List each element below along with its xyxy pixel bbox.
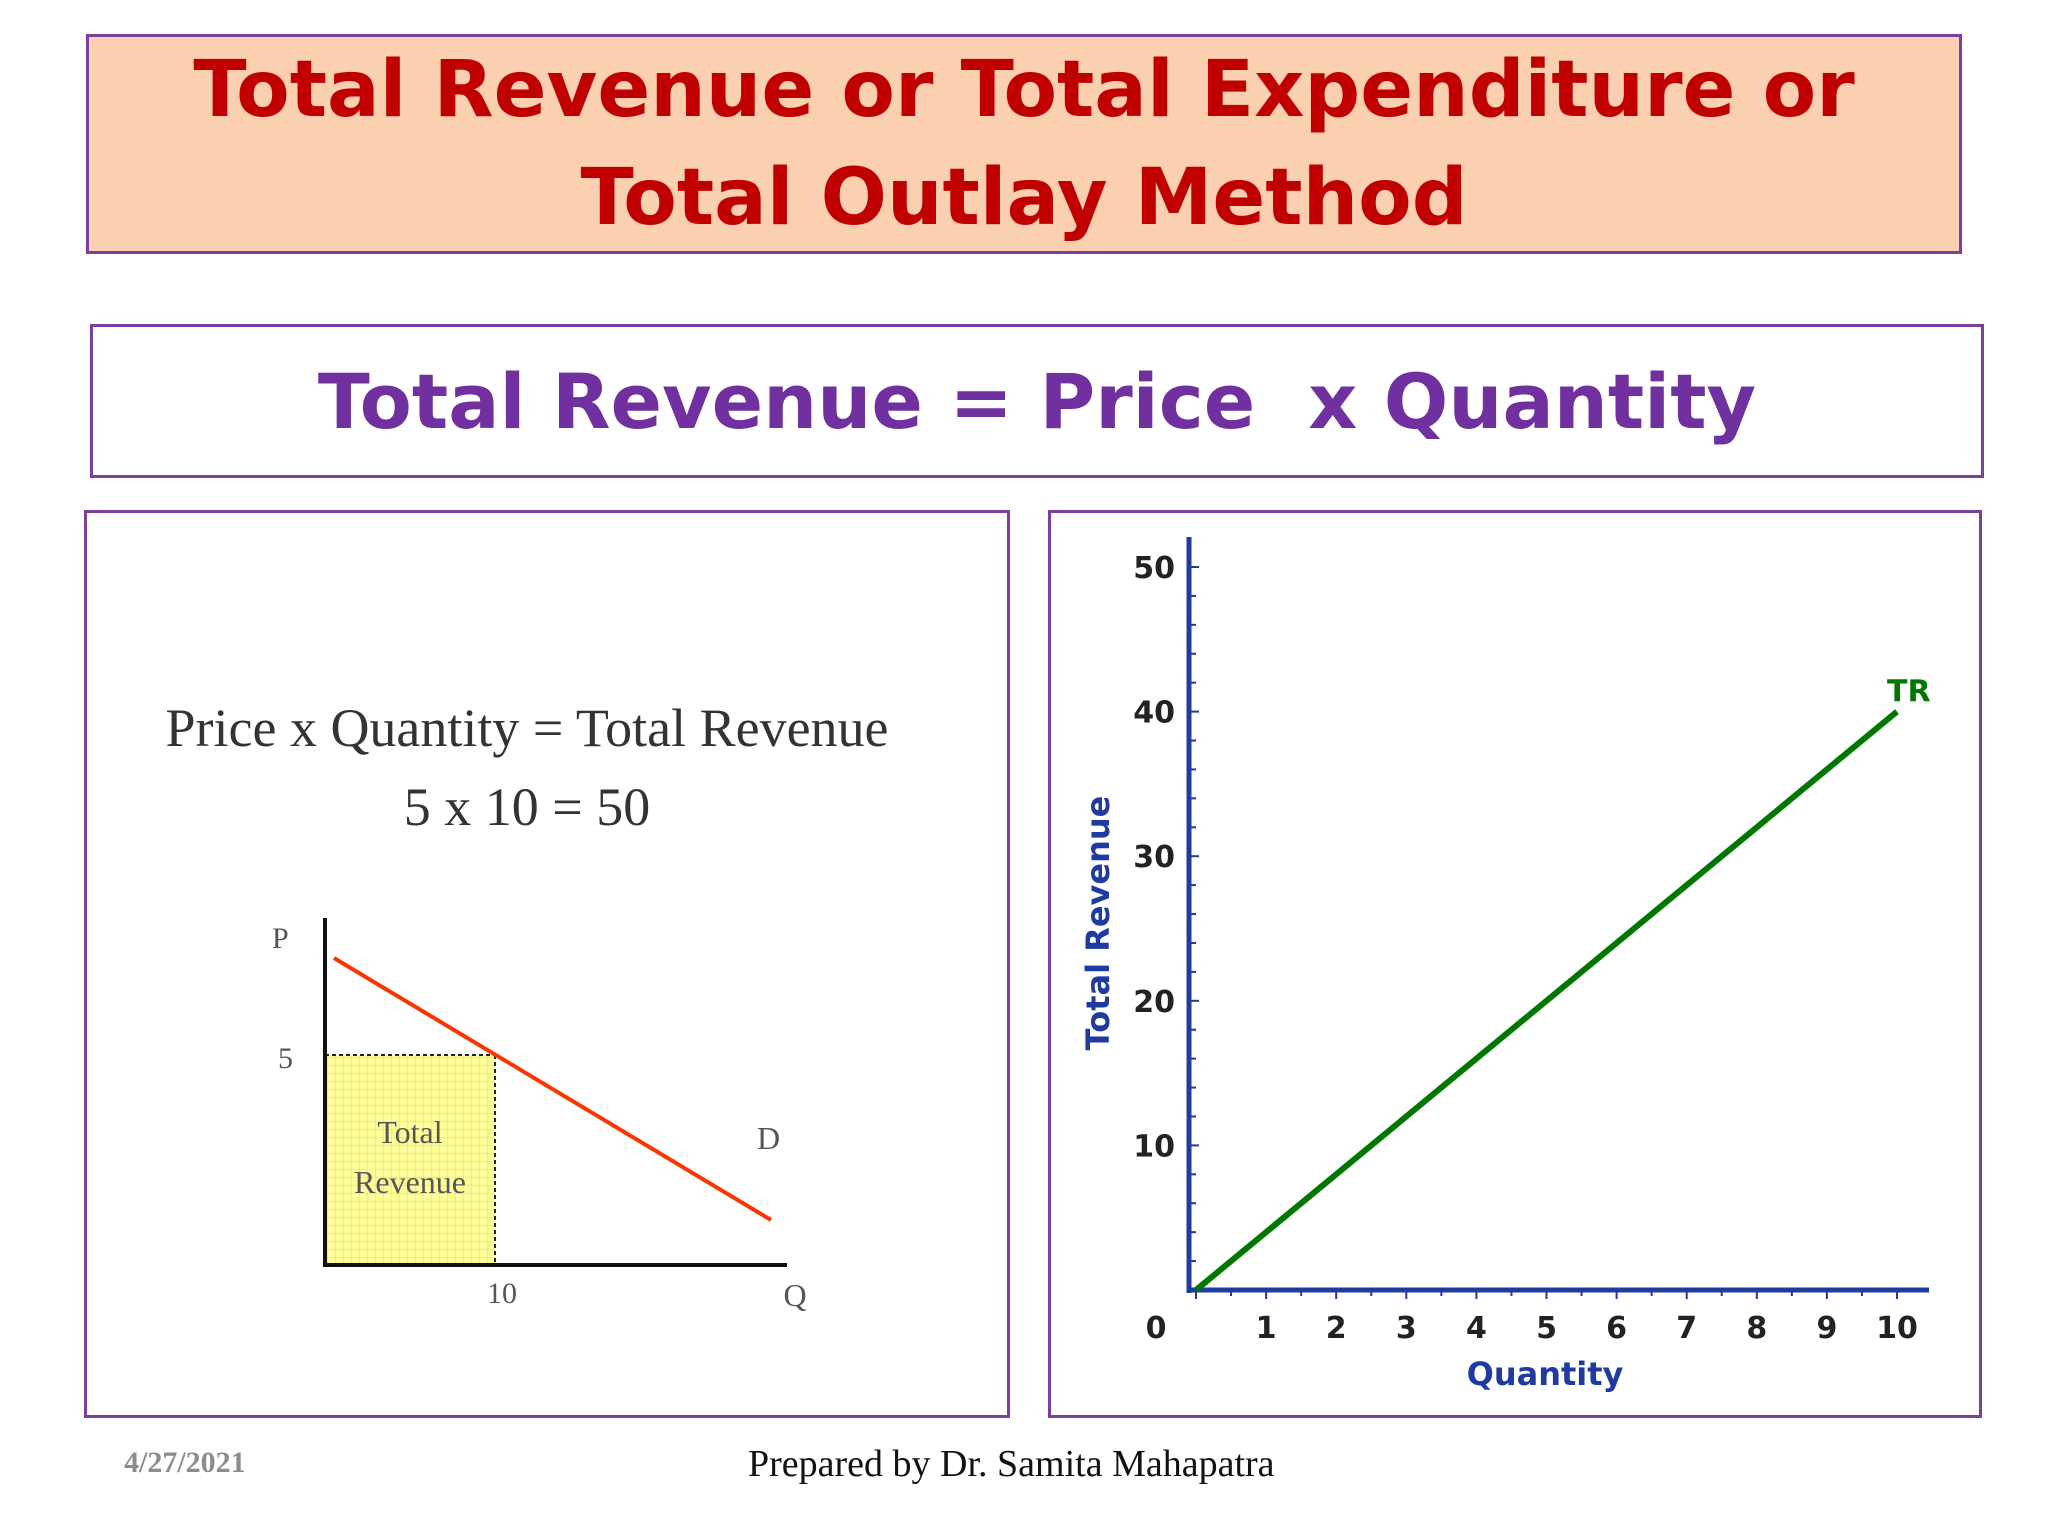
demand-figure: Price x Quantity = Total Revenue 5 x 10 …	[165, 698, 888, 1313]
series-layer: TR	[1194, 675, 1931, 1293]
y-axis-ticks: 10 20 30 40 50	[1133, 551, 1199, 1263]
footer-date: 4/27/2021	[124, 1446, 246, 1479]
x-axis-title: Quantity	[1467, 1355, 1624, 1393]
x-tick-label: 1	[1256, 1311, 1277, 1346]
tr-chart: 10 20 30 40 50 0 1 2 3 4 5 6 7 8 9 10 TR Total Revenue…	[1079, 537, 1931, 1393]
x-tick-label: 4	[1466, 1311, 1487, 1346]
x-tick-label: 10	[1876, 1311, 1918, 1346]
slide-title: Total Revenue or Total Expenditure or To…	[193, 45, 1855, 243]
formula-box: Total Revenue = Price x Quantity	[90, 324, 1984, 478]
left-heading-line2: 5 x 10 = 50	[404, 777, 650, 837]
y-tick-label: 40	[1133, 696, 1175, 731]
q-axis-label: Q	[783, 1277, 806, 1313]
area-label-line2: Revenue	[354, 1164, 466, 1200]
tr-series-line	[1194, 709, 1899, 1293]
y-tick-label: 20	[1133, 985, 1175, 1020]
x-tick-label: 6	[1606, 1311, 1627, 1346]
demand-curve	[332, 956, 773, 1222]
p-axis-label: P	[272, 922, 289, 955]
y-axis-title: Total Revenue	[1079, 796, 1117, 1051]
area-label-line1: Total	[377, 1114, 442, 1150]
x-tick-label: 5	[1536, 1311, 1557, 1346]
left-heading-line1: Price x Quantity = Total Revenue	[165, 698, 888, 758]
x-tick-label: 9	[1816, 1311, 1837, 1346]
price-tick-label: 5	[278, 1042, 293, 1075]
quantity-tick-label: 10	[487, 1277, 517, 1310]
total-revenue-area	[325, 1055, 495, 1265]
formula-text: Total Revenue = Price x Quantity	[317, 356, 1757, 446]
demand-figure-panel: Price x Quantity = Total Revenue 5 x 10 …	[84, 510, 1010, 1418]
y-tick-label: 30	[1133, 840, 1175, 875]
tr-series-label: TR	[1887, 675, 1931, 710]
y-tick-label: 50	[1133, 551, 1175, 586]
x-tick-label: 8	[1746, 1311, 1767, 1346]
tr-chart-panel: 10 20 30 40 50 0 1 2 3 4 5 6 7 8 9 10 TR Total Revenue…	[1048, 510, 1982, 1418]
x-tick-label: 3	[1396, 1311, 1417, 1346]
x-tick-label: 0	[1146, 1311, 1167, 1346]
x-tick-label: 7	[1676, 1311, 1697, 1346]
slide-title-box: Total Revenue or Total Expenditure or To…	[86, 34, 1962, 254]
y-tick-label: 10	[1133, 1129, 1175, 1164]
x-axis-ticks: 0 1 2 3 4 5 6 7 8 9 10	[1146, 1290, 1918, 1346]
x-tick-label: 2	[1326, 1311, 1347, 1346]
footer-credit: Prepared by Dr. Samita Mahapatra	[748, 1443, 1275, 1485]
demand-label: D	[757, 1120, 780, 1156]
